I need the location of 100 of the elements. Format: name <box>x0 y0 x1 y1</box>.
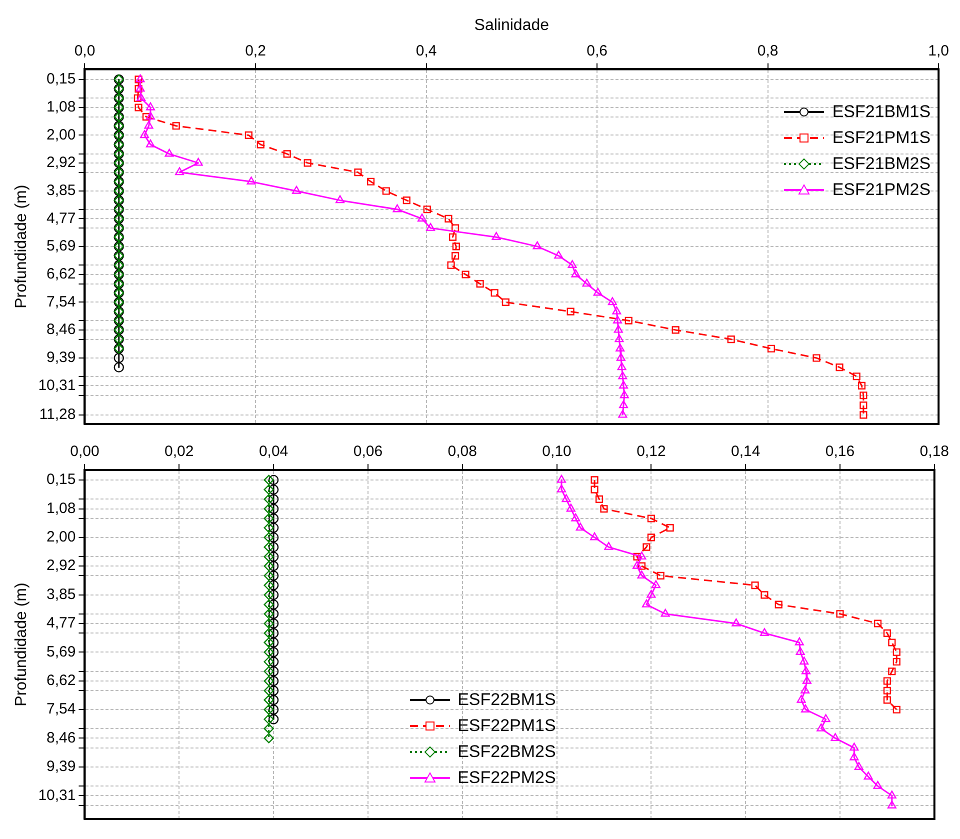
x-tick-label: 0,16 <box>825 443 855 460</box>
point <box>264 656 274 667</box>
point <box>264 560 274 572</box>
legend-label: ESF21BM1S <box>832 101 931 124</box>
point <box>892 706 900 714</box>
point <box>264 714 274 724</box>
point <box>268 484 279 495</box>
point <box>854 762 864 770</box>
point <box>366 178 375 186</box>
point <box>146 139 155 148</box>
point <box>268 694 279 706</box>
point <box>264 733 274 744</box>
point <box>264 552 274 562</box>
point <box>134 85 142 93</box>
point <box>492 232 501 240</box>
y-tick-label: 10,31 <box>38 376 76 394</box>
point <box>283 150 291 158</box>
legend-label: ESF22PM2S <box>458 767 556 789</box>
point <box>448 233 457 241</box>
point <box>660 608 670 617</box>
point <box>164 148 174 157</box>
point <box>732 618 741 626</box>
x-tick-label: 0,2 <box>245 42 266 60</box>
point <box>614 334 624 342</box>
point <box>268 637 279 648</box>
point <box>632 560 642 569</box>
point <box>447 261 455 269</box>
x-tick-label: 0,12 <box>636 443 666 460</box>
point <box>590 476 598 484</box>
y-tick-label: 1,08 <box>46 98 76 116</box>
point <box>647 534 655 542</box>
point <box>264 686 274 696</box>
point <box>172 122 180 130</box>
y-tick-label: 2,00 <box>46 126 76 144</box>
point <box>264 599 274 610</box>
point <box>595 495 604 503</box>
point <box>727 336 735 344</box>
point <box>444 214 452 222</box>
point <box>268 686 279 696</box>
point <box>892 658 900 666</box>
point <box>760 591 768 599</box>
point <box>642 543 650 551</box>
point <box>800 656 809 665</box>
x-tick-label: 0,04 <box>258 443 288 460</box>
point <box>144 120 154 129</box>
point <box>852 372 860 380</box>
y-tick-label: 8,46 <box>46 729 76 746</box>
point <box>264 704 274 715</box>
x-tick-label: 0,10 <box>542 443 572 460</box>
point <box>836 610 844 618</box>
point <box>860 392 868 400</box>
point <box>556 484 566 492</box>
point <box>268 570 279 581</box>
point <box>264 694 274 706</box>
point <box>264 666 274 676</box>
point <box>858 382 866 390</box>
point <box>423 206 431 214</box>
y-tick-label: 4,77 <box>46 210 76 227</box>
point <box>264 532 274 543</box>
point <box>532 241 542 250</box>
point <box>672 326 680 334</box>
point <box>402 196 410 204</box>
y-tick-label: 8,46 <box>46 321 76 338</box>
y-tick-label: 2,92 <box>46 557 76 574</box>
y-tick-label: 9,39 <box>46 758 76 776</box>
y-tick-label: 0,15 <box>46 70 76 88</box>
point <box>268 647 279 658</box>
point <box>426 222 436 231</box>
point <box>612 306 622 314</box>
y-tick-label: 9,39 <box>46 349 76 366</box>
point <box>268 618 279 629</box>
point <box>268 608 279 619</box>
point <box>268 714 279 724</box>
point <box>304 159 312 167</box>
point <box>194 158 203 166</box>
y-tick-label: 11,28 <box>39 406 76 424</box>
y-tick-label: 5,69 <box>46 643 76 660</box>
point <box>593 288 602 296</box>
x-tick-label: 1,0 <box>928 42 950 60</box>
point <box>264 676 274 686</box>
point <box>617 362 626 370</box>
point <box>604 542 614 550</box>
point <box>864 772 873 780</box>
point <box>802 676 812 684</box>
point <box>264 484 274 495</box>
y-axis-title: Profundidade (m) <box>13 184 30 308</box>
point <box>264 494 274 504</box>
point <box>264 608 274 619</box>
point <box>264 723 274 734</box>
point <box>264 618 274 629</box>
y-tick-label: 6,62 <box>46 672 76 690</box>
point <box>268 704 279 715</box>
point <box>268 522 279 533</box>
point <box>646 590 656 598</box>
point <box>392 204 402 212</box>
point <box>114 362 124 372</box>
legend-label: ESF22PM1S <box>458 715 556 737</box>
x-tick-label: 0,06 <box>353 443 383 460</box>
point <box>590 486 598 494</box>
point <box>892 648 900 656</box>
